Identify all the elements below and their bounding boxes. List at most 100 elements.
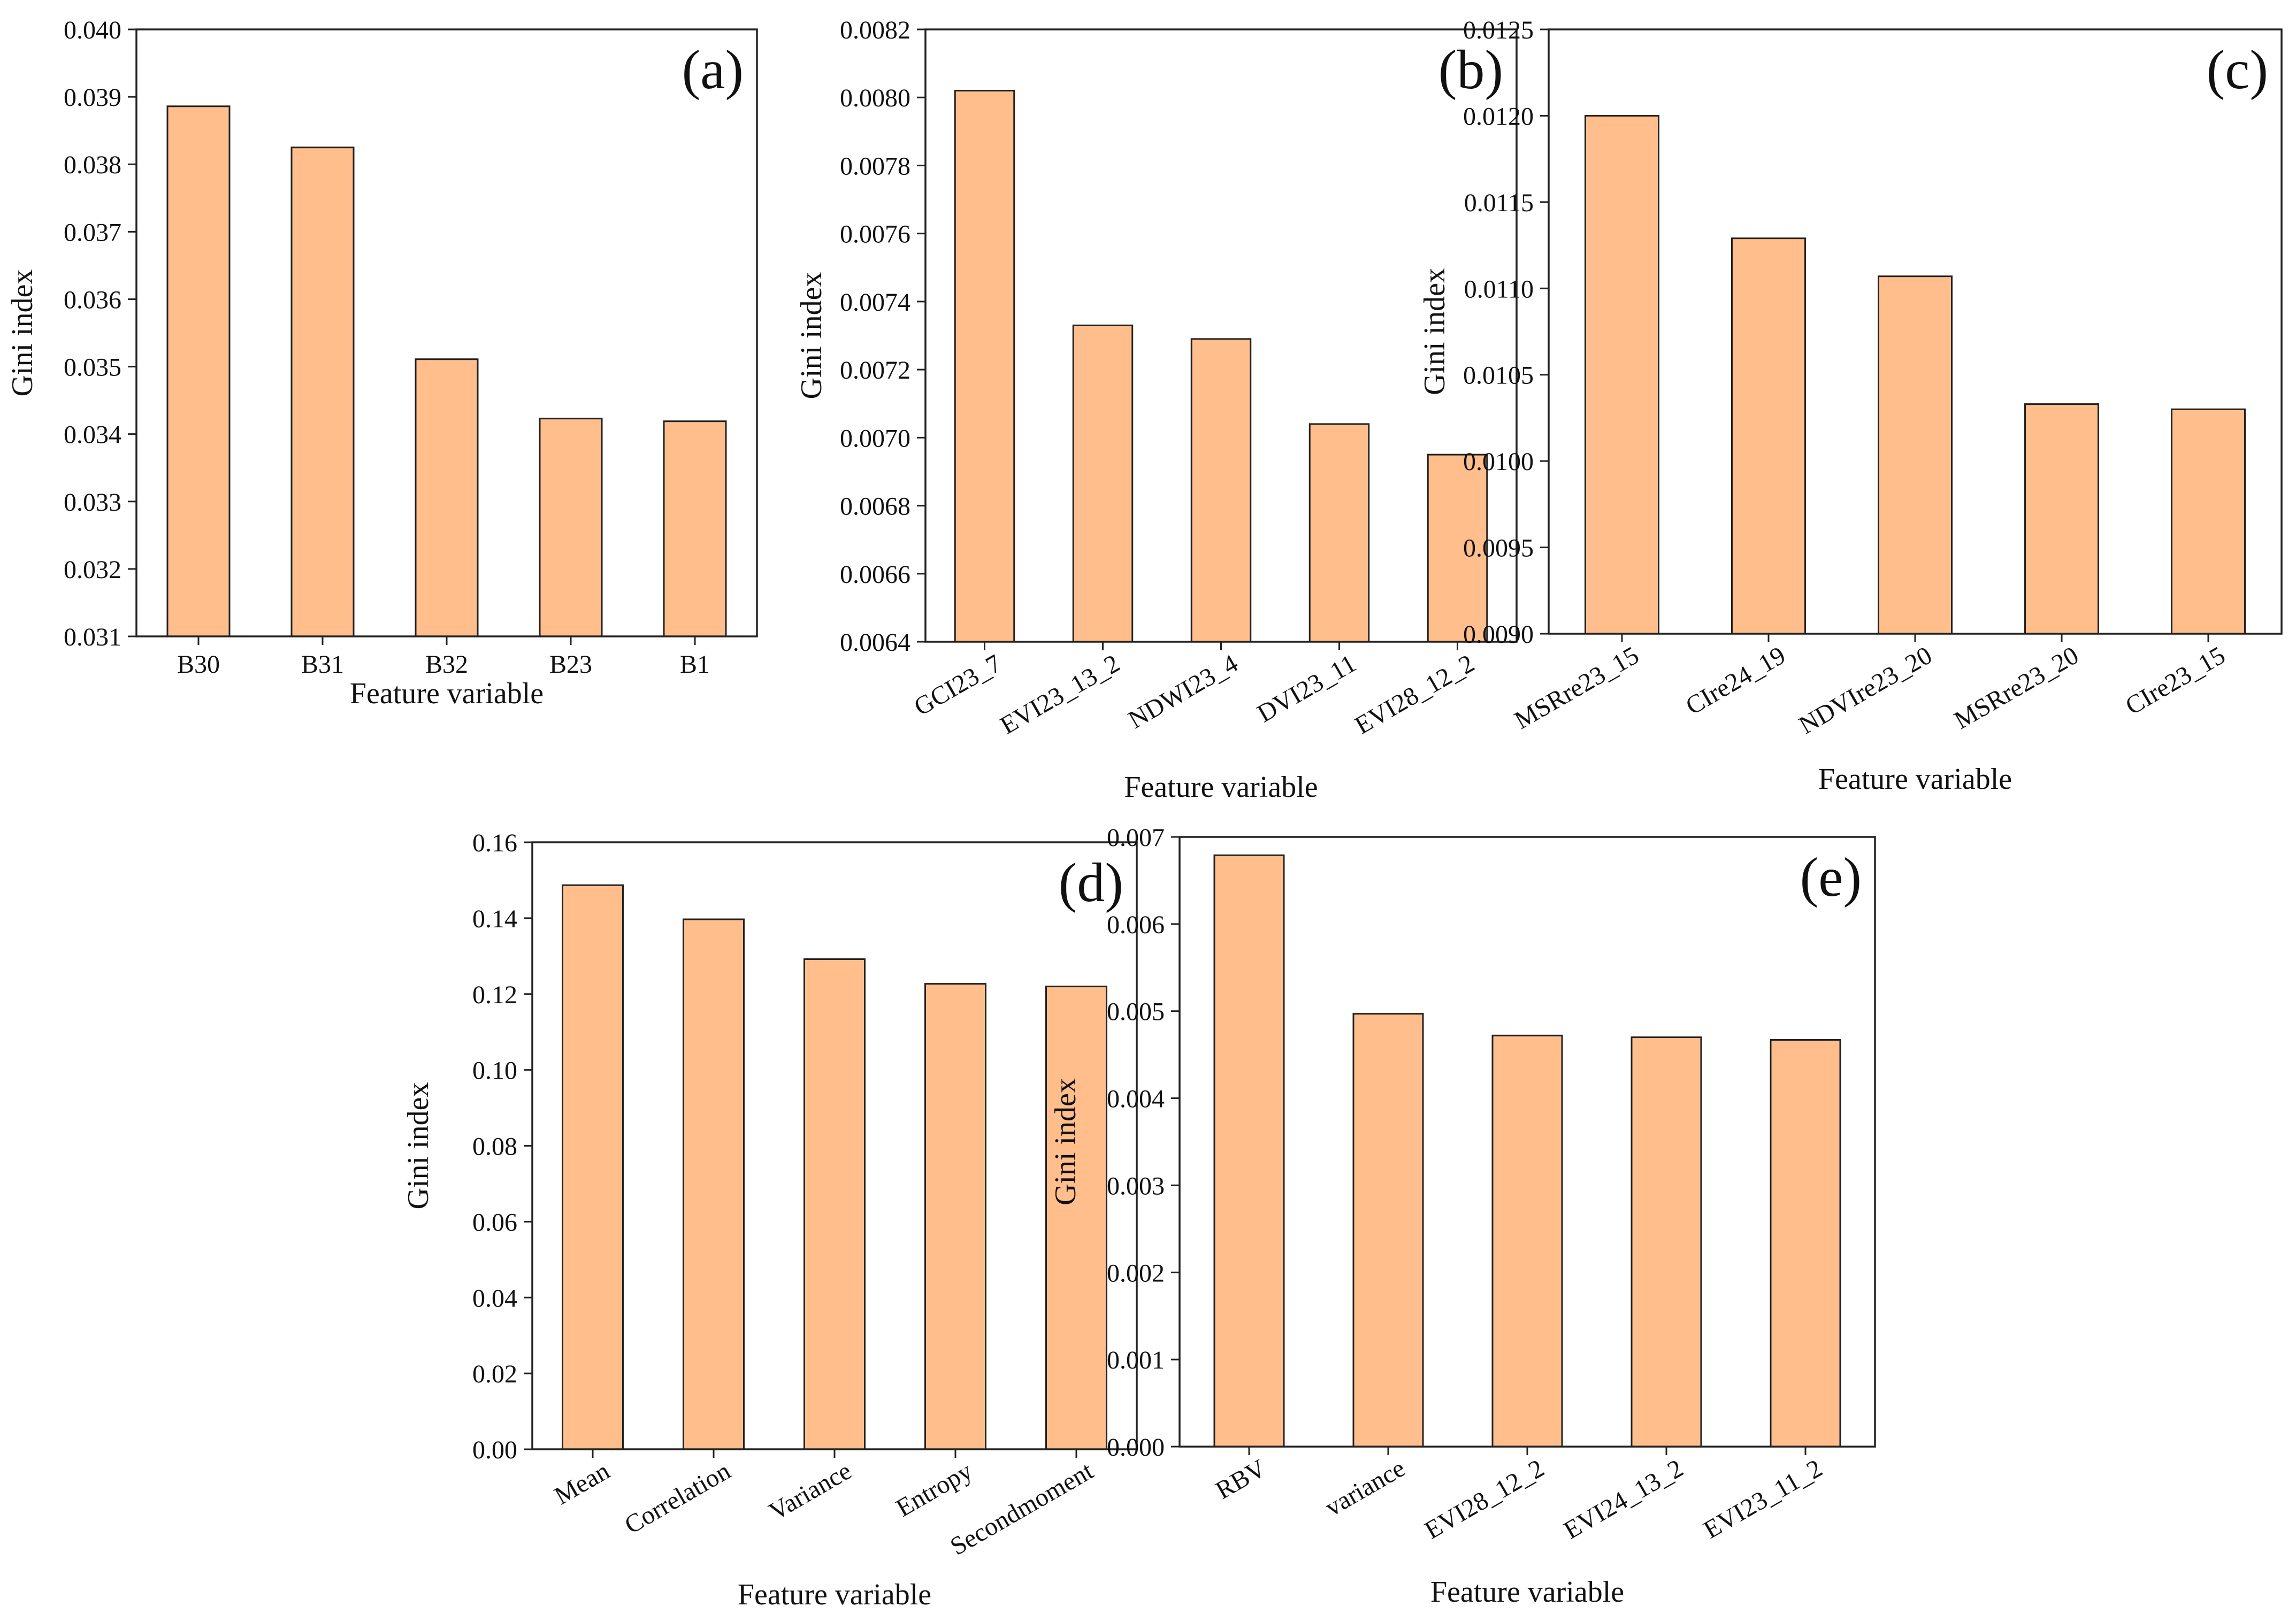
chart-3-ytick-label-5: 0.10 xyxy=(472,1057,517,1085)
chart-2-ytick-label-6: 0.0120 xyxy=(1463,102,1534,130)
chart-0-ytick-label-2: 0.033 xyxy=(64,488,121,517)
chart-1-xtick-label-3: DVI23_11 xyxy=(1252,649,1361,728)
chart-3-xtick-label-3: Entropy xyxy=(891,1457,977,1523)
chart-3-xlabel: Feature variable xyxy=(738,1578,931,1611)
chart-1-ytick-label-5: 0.0074 xyxy=(840,288,910,317)
chart-0-ytick-label-9: 0.040 xyxy=(64,16,121,44)
chart-3-ytick-label-1: 0.02 xyxy=(472,1360,517,1388)
chart-4-ytick-label-3: 0.003 xyxy=(1107,1172,1165,1200)
chart-3-xtick-label-0: Mean xyxy=(549,1457,614,1511)
chart-4-bar-1 xyxy=(1352,1013,1424,1448)
chart-1-xlabel: Feature variable xyxy=(1124,771,1318,804)
chart-0-bar-2 xyxy=(415,358,479,637)
chart-1-ytick-label-4: 0.0072 xyxy=(840,356,910,385)
chart-1-ytick-label-1: 0.0066 xyxy=(840,560,910,589)
chart-3-ytick-label-0: 0.00 xyxy=(472,1436,517,1464)
chart-0-ytick-label-6: 0.037 xyxy=(64,218,121,247)
chart-2-xtick-label-4: CIre23_15 xyxy=(2121,641,2230,721)
chart-4: 0.000 0.001 0.002 0.003 0.004 0.005 0.006 0.007… xyxy=(1049,824,1876,1609)
charts: 0.031 0.032 0.033 0.034 0.035 0.036 0.037 0.038… xyxy=(6,16,2283,1611)
chart-3-bar-0 xyxy=(562,884,624,1450)
chart-4-panel-label: (e) xyxy=(1800,847,1862,908)
chart-3-ytick-label-3: 0.06 xyxy=(472,1208,517,1236)
chart-0-bar-3 xyxy=(539,418,603,637)
chart-2-xtick-label-2: NDVIre23_20 xyxy=(1794,641,1937,740)
chart-3-ytick-label-4: 0.08 xyxy=(472,1133,517,1161)
chart-1-bar-3 xyxy=(1308,423,1370,643)
chart-4-xtick-label-1: variance xyxy=(1320,1454,1410,1522)
chart-1-xtick-label-4: EVI28_12_2 xyxy=(1350,649,1479,740)
chart-0-bar-4 xyxy=(663,420,727,637)
chart-1-ytick-label-9: 0.0082 xyxy=(840,16,910,44)
chart-3-ylabel: Gini index xyxy=(402,1082,435,1210)
chart-2-bar-0 xyxy=(1585,114,1659,635)
chart-1-xtick-label-2: NDWI23_4 xyxy=(1123,649,1243,734)
chart-1-bar-0 xyxy=(954,90,1015,643)
chart-0-ytick-label-0: 0.031 xyxy=(64,623,121,651)
chart-1-ytick-label-8: 0.0080 xyxy=(840,84,910,112)
chart-0-xtick-label-2: B32 xyxy=(425,650,468,679)
chart-3-ytick-label-6: 0.12 xyxy=(472,981,517,1009)
chart-1-ylabel: Gini index xyxy=(795,272,828,399)
chart-1-ytick-label-2: 0.0068 xyxy=(840,493,910,521)
chart-0-xtick-label-4: B1 xyxy=(680,650,710,679)
chart-0-xtick-label-1: B31 xyxy=(301,650,344,679)
chart-0-ytick-label-1: 0.032 xyxy=(64,556,121,584)
chart-0-xtick-label-3: B23 xyxy=(549,650,592,679)
chart-1-ytick-label-3: 0.0070 xyxy=(840,424,910,452)
chart-0-panel-label: (a) xyxy=(682,39,744,101)
chart-2-ytick-label-4: 0.0110 xyxy=(1464,275,1534,303)
chart-3-panel-label: (d) xyxy=(1059,852,1123,913)
chart-2-ytick-label-1: 0.0095 xyxy=(1463,534,1534,563)
chart-4-ytick-label-4: 0.004 xyxy=(1107,1085,1165,1113)
chart-4-bar-0 xyxy=(1213,854,1285,1448)
chart-2-ytick-label-3: 0.0105 xyxy=(1463,362,1534,390)
chart-1-ytick-label-0: 0.0064 xyxy=(840,628,910,657)
chart-4-xtick-label-0: RBV xyxy=(1211,1454,1271,1504)
chart-3-bar-2 xyxy=(803,958,866,1450)
chart-4-ytick-label-6: 0.006 xyxy=(1107,911,1165,939)
chart-1-bar-1 xyxy=(1072,324,1134,643)
chart-1-ytick-label-6: 0.0076 xyxy=(840,220,910,249)
chart-4-ytick-label-0: 0.000 xyxy=(1107,1433,1165,1462)
chart-2-bar-4 xyxy=(2171,408,2246,635)
chart-4-xtick-label-2: EVI28_12_2 xyxy=(1420,1454,1549,1545)
chart-1-xtick-label-0: GCI23_7 xyxy=(909,649,1006,721)
chart-2-ylabel: Gini index xyxy=(1418,268,1451,395)
chart-3-ytick-label-7: 0.14 xyxy=(472,905,517,933)
chart-2-bar-3 xyxy=(2024,403,2099,635)
chart-0-xlabel: Feature variable xyxy=(350,677,544,710)
chart-3-bar-3 xyxy=(924,983,986,1450)
chart-3-ytick-label-2: 0.04 xyxy=(472,1284,517,1312)
chart-0-xtick-label-0: B30 xyxy=(177,650,220,679)
chart-4-ytick-label-7: 0.007 xyxy=(1107,824,1165,852)
chart-0-bar-0 xyxy=(166,105,231,637)
chart-4-xtick-label-3: EVI24_13_2 xyxy=(1559,1454,1688,1545)
chart-0-bar-1 xyxy=(290,147,355,637)
chart-1-bar-4 xyxy=(1427,454,1488,643)
chart-2-ytick-label-2: 0.0100 xyxy=(1463,448,1534,476)
chart-2-bar-2 xyxy=(1878,275,1953,635)
chart-2-ytick-label-5: 0.0115 xyxy=(1464,189,1534,217)
chart-1-panel-label: (b) xyxy=(1438,39,1503,101)
chart-2-panel-label: (c) xyxy=(2207,39,2268,101)
chart-4-xtick-label-4: EVI23_11_2 xyxy=(1699,1454,1827,1544)
chart-3-bar-1 xyxy=(683,918,745,1450)
chart-2-ytick-label-7: 0.0125 xyxy=(1463,16,1534,44)
chart-3-xtick-label-1: Correlation xyxy=(620,1457,736,1540)
chart-2: 0.0090 0.0095 0.0100 0.0105 0.0110 0.0115 0.01… xyxy=(1418,16,2283,796)
chart-1: 0.0064 0.0066 0.0068 0.0070 0.0072 0.0074 0.00… xyxy=(795,16,1518,804)
chart-4-bar-2 xyxy=(1491,1034,1563,1448)
chart-1-bar-2 xyxy=(1190,338,1252,643)
chart-4-bar-3 xyxy=(1631,1036,1702,1448)
chart-0-ytick-label-3: 0.034 xyxy=(64,421,121,449)
chart-0-ylabel: Gini index xyxy=(6,270,39,397)
chart-4-ytick-label-5: 0.005 xyxy=(1107,998,1165,1026)
chart-4-ytick-label-2: 0.002 xyxy=(1107,1259,1165,1287)
chart-2-xtick-label-1: CIre24_19 xyxy=(1681,641,1790,721)
chart-1-xtick-label-1: EVI23_13_2 xyxy=(996,649,1124,740)
chart-0-ytick-label-4: 0.035 xyxy=(64,353,121,382)
chart-4-xlabel: Feature variable xyxy=(1430,1575,1624,1609)
chart-2-bar-1 xyxy=(1731,237,1806,635)
